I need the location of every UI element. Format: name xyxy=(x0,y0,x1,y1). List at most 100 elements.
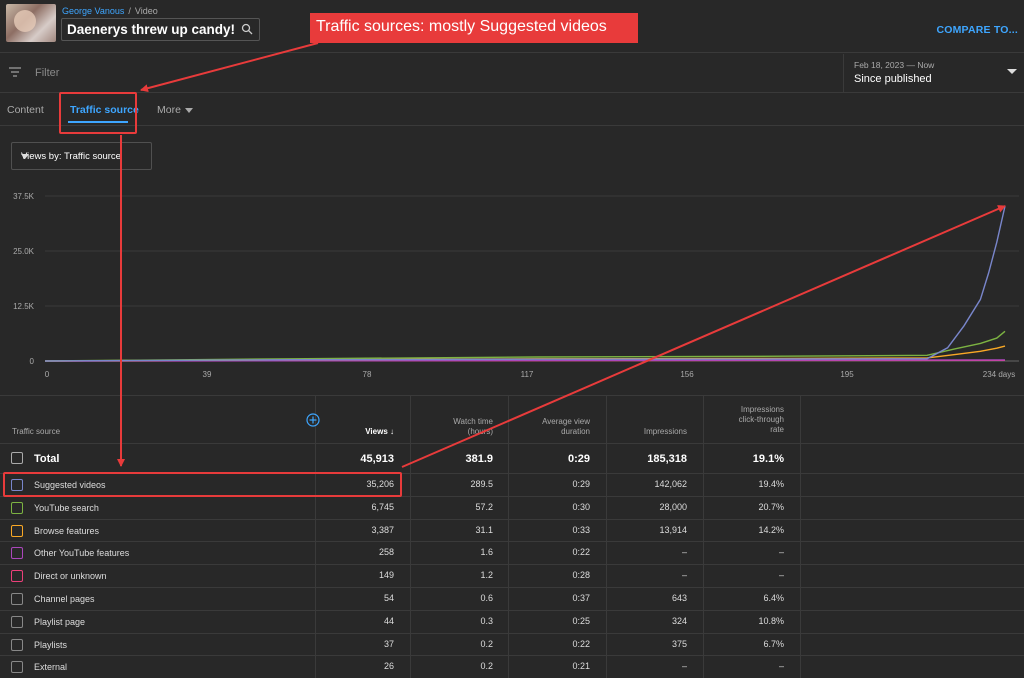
video-title-selector[interactable]: Daenerys threw up candy! xyxy=(61,18,261,41)
cell-ctr: – xyxy=(778,661,784,672)
add-metric-icon[interactable] xyxy=(306,413,320,427)
annotation-highlight-tab xyxy=(59,92,137,134)
row-checkbox[interactable] xyxy=(11,661,23,674)
x-tick-label: 195 xyxy=(840,370,854,379)
breadcrumb-channel-link[interactable]: George Vanous xyxy=(62,6,125,16)
column-divider xyxy=(800,395,801,678)
cell-impressions: 643 xyxy=(671,592,687,603)
cell-impressions: 28,000 xyxy=(659,501,687,512)
table-row: Browse features 3,387 31.1 0:33 13,914 14.2% xyxy=(0,518,1024,542)
cell-watch-time: 0.6 xyxy=(480,592,493,603)
tab-bar: Content Traffic source More xyxy=(0,93,1024,126)
video-thumbnail[interactable] xyxy=(6,4,56,42)
cell-views: 44 xyxy=(383,615,394,626)
header-ctr-line1: Impressions xyxy=(740,405,784,414)
compare-to-button[interactable]: COMPARE TO... xyxy=(936,24,1018,36)
cell-impressions: 142,062 xyxy=(654,479,687,489)
cell-watch-time: 1.2 xyxy=(480,570,493,581)
table-row: Channel pages 54 0.6 0:37 643 6.4% xyxy=(0,586,1024,610)
header-watch-time[interactable]: Watch time (hours) xyxy=(453,417,493,437)
header-avg-view-duration[interactable]: Average view duration xyxy=(542,417,590,437)
metric-selector-label: Views by: Traffic source xyxy=(21,151,121,162)
table-row: Other YouTube features 258 1.6 0:22 – – xyxy=(0,541,1024,564)
cell-avg-view-duration: 0:37 xyxy=(572,592,590,603)
date-range-label: Since published xyxy=(854,73,932,85)
cell-avg-view-duration: 0:29 xyxy=(567,453,590,465)
total-checkbox[interactable] xyxy=(11,452,23,464)
cell-ctr: 10.8% xyxy=(758,615,784,626)
series-line-suggested-videos xyxy=(44,205,1006,362)
cell-ctr: 19.1% xyxy=(752,453,784,465)
tab-content[interactable]: Content xyxy=(7,104,44,116)
x-tick-label: 78 xyxy=(363,370,372,379)
cell-views: 149 xyxy=(378,570,394,581)
cell-ctr: 6.7% xyxy=(763,638,784,649)
filter-input[interactable]: Filter xyxy=(35,67,60,79)
row-checkbox[interactable] xyxy=(11,479,23,491)
filter-icon[interactable] xyxy=(9,67,21,77)
tab-more[interactable]: More xyxy=(157,104,193,116)
search-icon[interactable] xyxy=(241,23,253,35)
header-avd-line1: Average view xyxy=(542,417,590,426)
row-checkbox[interactable] xyxy=(11,524,23,537)
row-checkbox[interactable] xyxy=(11,638,23,651)
cell-avg-view-duration: 0:28 xyxy=(572,570,590,581)
cell-impressions: 185,318 xyxy=(647,453,687,465)
cell-watch-time: 381.9 xyxy=(465,453,493,465)
cell-watch-time: 0.2 xyxy=(480,661,493,672)
row-checkbox[interactable] xyxy=(11,570,23,583)
column-divider xyxy=(315,395,316,678)
header-watch-time-line2: (hours) xyxy=(467,427,493,436)
row-label: YouTube search xyxy=(34,502,99,513)
metric-selector[interactable]: Views by: Traffic source xyxy=(11,142,152,170)
x-tick-label: 156 xyxy=(680,370,694,379)
cell-avg-view-duration: 0:33 xyxy=(572,524,590,535)
row-label: External xyxy=(34,662,68,673)
cell-views: 26 xyxy=(383,661,394,672)
cell-ctr: – xyxy=(778,570,784,581)
cell-impressions: – xyxy=(681,547,687,558)
row-checkbox[interactable] xyxy=(11,592,23,605)
filter-bar: Filter xyxy=(0,54,1024,93)
header-impressions[interactable]: Impressions xyxy=(643,427,687,436)
cell-views: 35,206 xyxy=(366,479,394,489)
cell-watch-time: 289.5 xyxy=(470,479,493,489)
date-range-picker[interactable]: Feb 18, 2023 — Now Since published xyxy=(843,54,1024,93)
table-header: Traffic source Views ↓ Watch time (hours)… xyxy=(0,395,1024,443)
table-row: Playlists 37 0.2 0:22 375 6.7% xyxy=(0,632,1024,656)
cell-views: 3,387 xyxy=(371,524,394,535)
column-divider xyxy=(703,395,704,678)
cell-avg-view-duration: 0:21 xyxy=(572,661,590,672)
annotation-highlight-row xyxy=(3,472,402,497)
header-views-sort[interactable]: Views ↓ xyxy=(365,427,394,436)
cell-watch-time: 57.2 xyxy=(475,501,493,512)
row-checkbox[interactable] xyxy=(11,547,23,560)
x-tick-label: 117 xyxy=(521,370,534,379)
table-row: Direct or unknown 149 1.2 0:28 – – xyxy=(0,564,1024,587)
x-tick-label: 0 xyxy=(45,370,50,379)
tab-traffic-source[interactable]: Traffic source xyxy=(70,104,139,116)
line-chart: 0 12.5K 25.0K 37.5K 0 39 78 117 156 195 234 days xyxy=(13,192,1019,379)
header-traffic-source: Traffic source xyxy=(12,427,61,436)
annotation-callout: Traffic sources: mostly Suggested videos xyxy=(310,13,638,43)
breadcrumb-page: Video xyxy=(134,6,158,16)
cell-avg-view-duration: 0:22 xyxy=(572,547,590,558)
cell-impressions: 13,914 xyxy=(659,524,687,535)
row-checkbox[interactable] xyxy=(11,615,23,628)
cell-views: 258 xyxy=(378,547,394,558)
cell-views: 37 xyxy=(383,638,394,649)
cell-impressions: – xyxy=(681,661,687,672)
cell-views: 45,913 xyxy=(360,453,394,465)
cell-views: 54 xyxy=(383,592,394,603)
row-label: Other YouTube features xyxy=(34,548,130,559)
tab-more-label: More xyxy=(157,104,181,116)
row-label: Total xyxy=(34,453,60,465)
row-label: Playlist page xyxy=(34,616,86,627)
cell-watch-time: 31.1 xyxy=(475,524,493,535)
row-checkbox[interactable] xyxy=(11,501,23,514)
series-line-youtube-search xyxy=(44,330,1006,362)
breadcrumb: George Vanous / Video xyxy=(62,6,158,16)
header-ctr[interactable]: Impressions click-through rate xyxy=(739,405,784,435)
row-label: Playlists xyxy=(34,639,68,650)
cell-avg-view-duration: 0:29 xyxy=(572,479,590,489)
